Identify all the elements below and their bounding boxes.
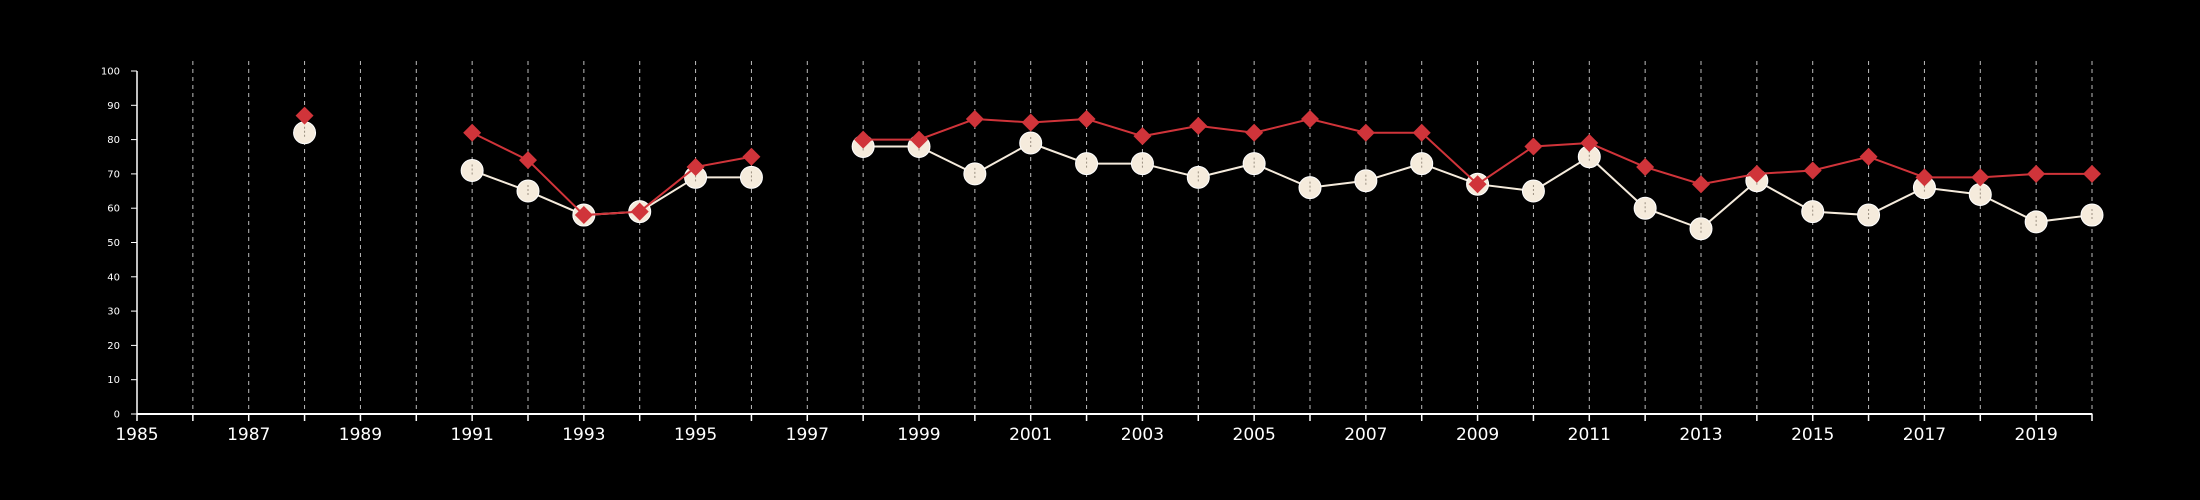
x-tick-label-2003: 2003 bbox=[1121, 425, 1164, 445]
point-diamond-2008 bbox=[1412, 123, 1431, 142]
x-tick-label-2011: 2011 bbox=[1568, 425, 1611, 445]
x-tick-label-2017: 2017 bbox=[1903, 425, 1946, 445]
point-diamond-2000 bbox=[965, 110, 984, 129]
point-diamond-1999 bbox=[910, 130, 928, 149]
point-diamond-2007 bbox=[1356, 123, 1375, 142]
x-tick-label-1997: 1997 bbox=[786, 425, 829, 445]
x-axis-ticks: 1985 1987 1989 1991 1993 1995 1997 1999 2001 2003… bbox=[115, 414, 2093, 445]
point-diamond-2001 bbox=[1021, 113, 1040, 132]
x-tick-label-1985: 1985 bbox=[115, 425, 158, 445]
point-diamond-2016 bbox=[1859, 147, 1878, 166]
point-diamond-1992 bbox=[519, 151, 537, 170]
point-diamond-1988 bbox=[295, 106, 314, 125]
series-line-circle-1 bbox=[471, 169, 752, 217]
vertical-gridlines bbox=[192, 61, 2093, 414]
y-tick-label-40: 40 bbox=[107, 272, 120, 283]
y-tick-label-100: 100 bbox=[101, 67, 120, 78]
series-line-diamond-1 bbox=[471, 131, 752, 217]
point-diamond-2003 bbox=[1133, 127, 1152, 146]
point-diamond-1991 bbox=[463, 123, 482, 142]
y-tick-label-20: 20 bbox=[107, 341, 120, 352]
point-diamond-2011 bbox=[1580, 134, 1599, 153]
x-tick-label-1993: 1993 bbox=[562, 425, 605, 445]
point-diamond-2020 bbox=[2083, 164, 2101, 183]
point-diamond-2018 bbox=[1971, 168, 1990, 187]
point-diamond-2004 bbox=[1189, 116, 1208, 135]
x-tick-label-1999: 1999 bbox=[897, 425, 940, 445]
x-tick-label-2015: 2015 bbox=[1791, 425, 1834, 445]
y-axis-ticks: 0 10 20 30 40 50 60 70 80 90 100 bbox=[101, 67, 137, 421]
x-tick-label-2007: 2007 bbox=[1344, 425, 1387, 445]
y-tick-label-80: 80 bbox=[107, 135, 120, 146]
y-tick-label-30: 30 bbox=[107, 307, 120, 318]
series-layer bbox=[293, 106, 2104, 241]
point-circle-1988 bbox=[293, 121, 317, 145]
x-tick-label-1991: 1991 bbox=[451, 425, 494, 445]
axes bbox=[136, 71, 2092, 415]
x-tick-label-1989: 1989 bbox=[339, 425, 382, 445]
point-diamond-2006 bbox=[1301, 110, 1319, 129]
point-diamond-1998 bbox=[854, 130, 873, 149]
point-diamond-2005 bbox=[1245, 123, 1264, 142]
x-tick-label-2001: 2001 bbox=[1009, 425, 1052, 445]
point-diamond-2002 bbox=[1077, 110, 1096, 129]
x-tick-label-1987: 1987 bbox=[227, 425, 270, 445]
point-diamond-2015 bbox=[1803, 161, 1822, 180]
y-tick-label-60: 60 bbox=[107, 204, 120, 215]
point-diamond-2019 bbox=[2027, 164, 2046, 183]
y-tick-label-50: 50 bbox=[107, 238, 120, 249]
point-diamond-1993 bbox=[574, 206, 593, 225]
point-diamond-1995 bbox=[686, 158, 705, 177]
x-tick-label-2005: 2005 bbox=[1233, 425, 1276, 445]
point-diamond-2012 bbox=[1636, 158, 1655, 177]
point-diamond-1994 bbox=[630, 202, 649, 221]
point-diamond-2013 bbox=[1692, 175, 1710, 194]
x-tick-label-2009: 2009 bbox=[1456, 425, 1499, 445]
x-tick-label-2013: 2013 bbox=[1679, 425, 1722, 445]
point-diamond-2017 bbox=[1915, 168, 1934, 187]
y-tick-label-0: 0 bbox=[114, 410, 120, 421]
y-tick-label-10: 10 bbox=[107, 375, 120, 386]
y-tick-label-70: 70 bbox=[107, 169, 120, 180]
point-diamond-2010 bbox=[1524, 137, 1543, 156]
y-tick-label-90: 90 bbox=[107, 101, 120, 112]
x-tick-label-1995: 1995 bbox=[674, 425, 717, 445]
series-circle bbox=[293, 121, 2104, 241]
point-diamond-1996 bbox=[742, 147, 761, 166]
point-diamond-2014 bbox=[1747, 164, 1766, 183]
series-diamond bbox=[295, 106, 2101, 225]
x-tick-label-2019: 2019 bbox=[2015, 425, 2058, 445]
point-diamond-2009 bbox=[1468, 175, 1487, 194]
